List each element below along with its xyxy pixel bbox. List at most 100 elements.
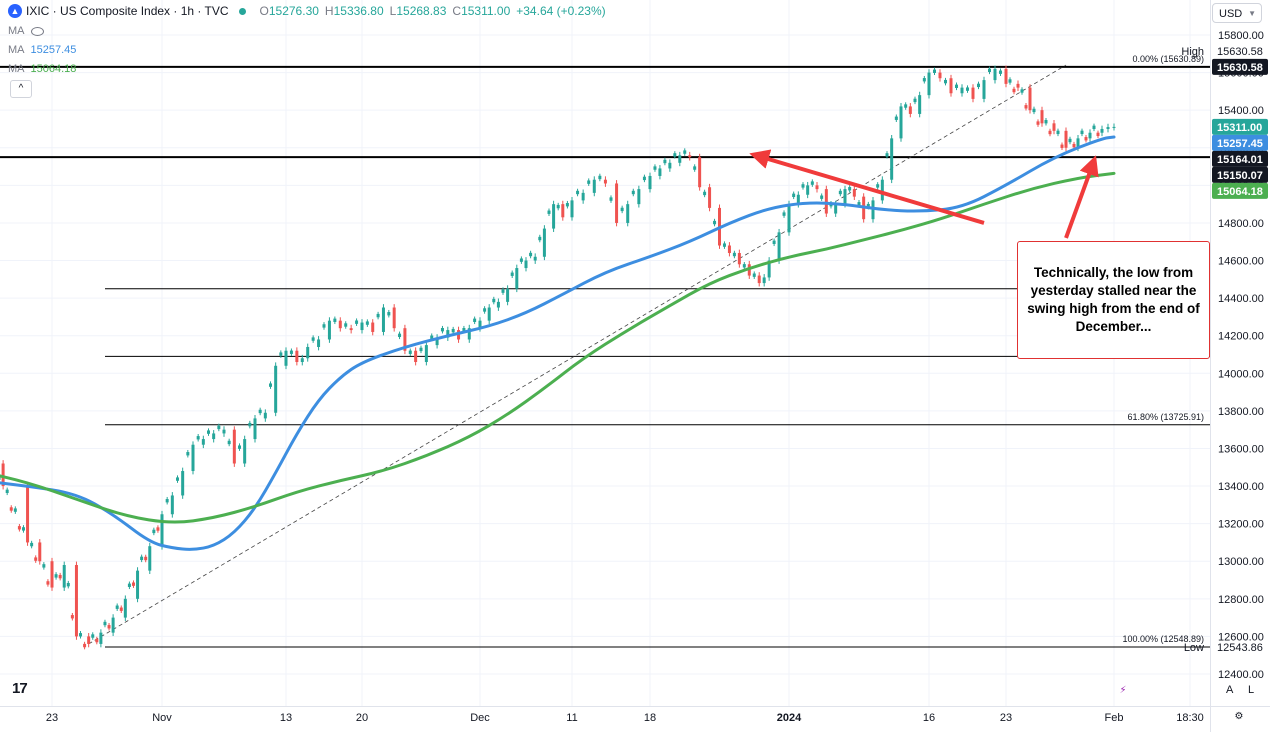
ma-slow-legend[interactable]: MA 15064.18 xyxy=(8,63,76,75)
candle-body xyxy=(668,162,672,169)
candle-body xyxy=(1092,125,1096,130)
price-tick-label: 14200.00 xyxy=(1218,331,1264,343)
ma-fast-label: MA xyxy=(8,44,25,56)
candle-body xyxy=(576,190,580,195)
candle-body xyxy=(1068,138,1072,143)
candle-body xyxy=(119,607,123,611)
candle-body xyxy=(322,324,326,328)
grid xyxy=(0,0,1210,706)
candle-body xyxy=(993,68,997,81)
annotation-callout[interactable]: Technically, the low from yesterday stal… xyxy=(1017,241,1210,359)
annotation-arrow[interactable] xyxy=(749,149,985,225)
candle-body xyxy=(824,189,828,214)
price-tick-label: 12400.00 xyxy=(1218,669,1264,681)
candle-body xyxy=(38,542,42,562)
candle-body xyxy=(91,634,95,638)
candle-body xyxy=(806,185,810,195)
price-tick-label: 15400.00 xyxy=(1218,105,1264,117)
candle-body xyxy=(918,95,922,114)
candle-body xyxy=(792,193,796,198)
price-plain-label: 12543.86 xyxy=(1217,642,1263,654)
candle-body xyxy=(473,318,477,322)
collapse-legend-button[interactable]: ^ xyxy=(10,80,32,98)
candle-body xyxy=(17,526,21,530)
log-scale-button[interactable]: L xyxy=(1248,684,1255,696)
time-tick-label: Nov xyxy=(152,712,172,724)
candle-body xyxy=(698,157,702,188)
candle-body xyxy=(722,243,726,247)
candle-body xyxy=(708,187,712,208)
candle-body xyxy=(801,184,805,188)
candle-body xyxy=(87,636,91,644)
candle-body xyxy=(0,476,1,480)
candle-body xyxy=(317,339,321,347)
candle-body xyxy=(107,625,111,629)
candle-body xyxy=(327,320,331,340)
time-tick-label: 16 xyxy=(923,712,935,724)
candle-body xyxy=(355,320,359,324)
candle-body xyxy=(603,179,607,184)
candle-body xyxy=(165,499,169,503)
trend-channel[interactable] xyxy=(88,64,1067,645)
candle-body xyxy=(732,252,736,257)
candle-body xyxy=(688,155,692,158)
lightning-icon[interactable]: ⚡ xyxy=(1119,685,1127,696)
candle-body xyxy=(542,228,546,257)
candle-body xyxy=(683,150,687,154)
price-tick-label: 13400.00 xyxy=(1218,481,1264,493)
candle-body xyxy=(1084,137,1088,141)
symbol-logo-icon: ▲ xyxy=(8,4,22,18)
candle-body xyxy=(344,323,348,327)
candle-body xyxy=(626,204,630,223)
candle-body xyxy=(387,312,391,316)
candle-body xyxy=(547,210,551,214)
candle-body xyxy=(58,574,62,579)
candle-body xyxy=(938,72,942,79)
candle-body xyxy=(982,80,986,99)
candle-body xyxy=(446,330,450,338)
candle-body xyxy=(181,471,185,496)
time-axis[interactable]: 23 Nov 13 20 Dec 11 18 2024 16 23 Feb 18:30 xyxy=(0,706,1270,725)
candle-body xyxy=(258,409,262,414)
candle-body xyxy=(922,78,926,82)
auto-scale-button[interactable]: A xyxy=(1226,684,1234,696)
market-status-icon xyxy=(238,7,246,15)
candle-body xyxy=(693,166,697,170)
candle-body xyxy=(1080,130,1084,135)
candle-body xyxy=(196,436,200,440)
candle-body xyxy=(83,643,87,648)
high-value: 15336.80 xyxy=(333,4,384,18)
settings-gear-icon[interactable]: ⚙ xyxy=(1234,711,1244,722)
candle-body xyxy=(21,527,25,531)
annotation-arrow[interactable] xyxy=(1064,155,1099,239)
currency-selector[interactable]: USD ▼ xyxy=(1212,3,1262,23)
candle-body xyxy=(506,288,510,302)
volume-legend-row[interactable]: MA xyxy=(8,25,44,37)
candle-body xyxy=(880,179,884,201)
candle-body xyxy=(263,412,267,419)
symbol-title[interactable]: IXIC · US Composite Index · 1h · TVC xyxy=(26,4,229,18)
candle-body xyxy=(515,268,519,289)
price-labels: 15630.58 15311.00 15257.45 15164.01 15150.07… xyxy=(1181,46,1268,654)
ma-fast-legend[interactable]: MA 15257.45 xyxy=(8,44,76,56)
trend-line[interactable] xyxy=(88,64,1067,645)
candle-body xyxy=(248,422,252,427)
candle-body xyxy=(176,477,179,481)
tradingview-logo-icon[interactable]: 17 xyxy=(12,680,28,697)
horizontal-lines[interactable]: 0.00% (15630.89) 61.80% (13725.91) 100.00%… xyxy=(0,54,1210,648)
candle-body xyxy=(713,220,717,225)
candle-body xyxy=(95,638,99,643)
time-tick-label: 11 xyxy=(566,712,577,724)
candle-body xyxy=(156,527,160,531)
price-label-text: 15064.18 xyxy=(1217,186,1263,198)
annotation-arrows[interactable] xyxy=(749,149,1099,239)
candle-body xyxy=(103,621,107,626)
candle-body xyxy=(487,307,491,321)
eye-hidden-icon[interactable] xyxy=(30,26,44,36)
legend-header[interactable]: ▲ IXIC · US Composite Index · 1h · TVC O… xyxy=(8,4,606,18)
candle-body xyxy=(703,191,707,196)
candle-body xyxy=(1036,121,1040,125)
price-axis[interactable]: 12400.00 12600.00 12800.00 13000.00 13200.00… xyxy=(1210,0,1264,732)
candle-body xyxy=(217,425,221,430)
